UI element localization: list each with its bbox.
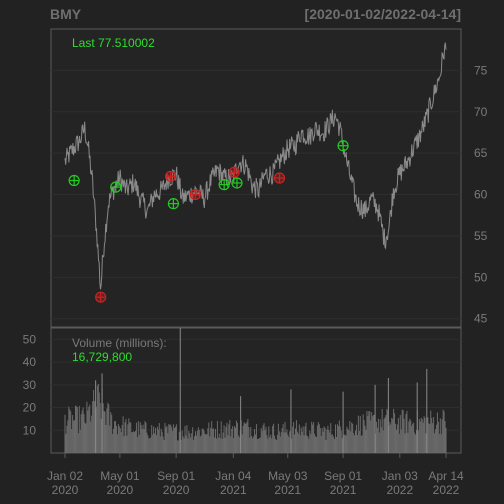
price-tick-label: 75 <box>474 63 488 77</box>
price-panel: 45 50 55 60 65 70 75 <box>50 28 488 328</box>
price-tick-label: 50 <box>474 270 488 284</box>
price-tick-label: 65 <box>474 146 488 160</box>
date-tick-label: May 01 <box>100 469 140 483</box>
date-tick-label: May 03 <box>268 469 308 483</box>
buy-signal-marker <box>68 174 80 187</box>
buy-signal-marker <box>167 198 179 210</box>
volume-tick-label: 10 <box>23 423 37 437</box>
price-tick-label: 55 <box>474 229 488 243</box>
price-tick-label: 60 <box>474 188 488 202</box>
date-tick-label: Apr 14 <box>428 469 464 483</box>
sell-signal-marker <box>95 291 107 303</box>
sell-signal-marker <box>273 172 286 184</box>
date-tick-label: Sep 01 <box>324 469 362 483</box>
date-tick-label: Jan 04 <box>215 469 251 483</box>
chart-symbol: BMY <box>50 6 82 22</box>
buy-signal-marker <box>218 179 230 191</box>
volume-tick-label: 30 <box>23 378 37 392</box>
date-tick-label: Jan 02 <box>47 469 83 483</box>
chart-date-range: [2020-01-02/2022-04-14] <box>305 6 461 22</box>
price-line <box>64 42 447 290</box>
buy-signal-marker <box>231 177 243 189</box>
last-price-label: Last 77.510002 <box>72 36 155 50</box>
date-tick-year: 2022 <box>386 483 413 497</box>
date-tick-year: 2020 <box>52 483 79 497</box>
price-grid <box>51 69 461 320</box>
buy-signal-marker <box>337 140 349 152</box>
volume-tick-label: 20 <box>23 401 37 415</box>
date-tick-year: 2021 <box>330 483 357 497</box>
date-tick-year: 2022 <box>433 483 460 497</box>
price-axis: 45 50 55 60 65 70 75 <box>474 63 488 325</box>
price-tick-label: 70 <box>474 105 488 119</box>
price-series <box>64 42 447 290</box>
date-tick-year: 2021 <box>220 483 247 497</box>
volume-tick-label: 50 <box>23 332 37 346</box>
signal-markers <box>68 140 349 303</box>
date-tick-year: 2020 <box>163 483 190 497</box>
volume-bars <box>64 328 447 453</box>
volume-panel: 10 20 30 40 50 <box>23 327 462 454</box>
volume-title: Volume (millions): <box>72 336 167 350</box>
sell-signal-marker <box>228 166 240 178</box>
buy-signal-marker <box>110 181 122 193</box>
price-tick-label: 45 <box>474 312 488 326</box>
date-tick-label: Sep 01 <box>157 469 195 483</box>
date-tick-year: 2020 <box>107 483 134 497</box>
sell-signal-marker <box>189 188 201 201</box>
volume-tick-label: 40 <box>23 355 37 369</box>
sell-signal-marker <box>165 170 177 182</box>
date-tick-year: 2021 <box>274 483 301 497</box>
volume-last-value: 16,729,800 <box>72 350 132 364</box>
volume-axis: 10 20 30 40 50 <box>23 332 37 437</box>
date-tick-label: Jan 03 <box>382 469 418 483</box>
